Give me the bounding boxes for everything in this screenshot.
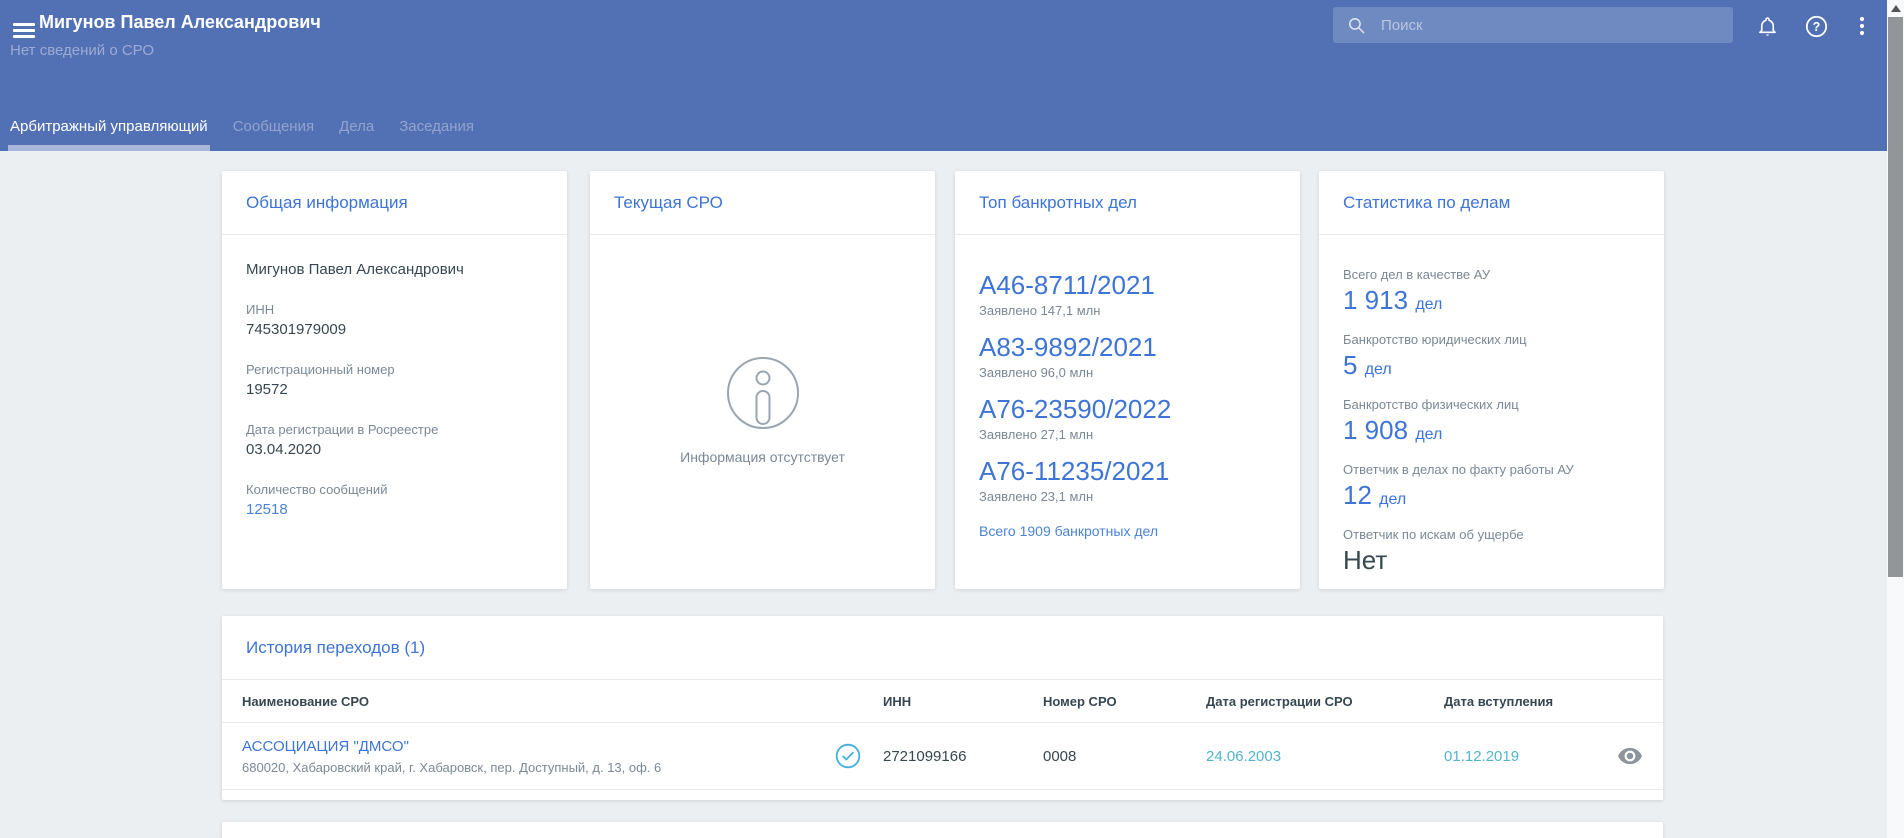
column-inn: ИНН [883,693,912,709]
svg-text:?: ? [1812,20,1820,34]
stat-value: Нет [1343,545,1388,575]
next-card-partial [222,822,1663,838]
stat-item: Всего дел в качестве АУ 1 913 дел [1343,267,1640,320]
top-cases-card: Топ банкротных дел А46-8711/2021 Заявлен… [955,171,1300,589]
tab-messages[interactable]: Сообщения [232,118,315,135]
general-info-title: Общая информация [222,171,567,235]
help-button[interactable]: ? [1798,8,1834,44]
main-content: Общая информация Мигунов Павел Александр… [0,151,1904,838]
case-claimed-amount: Заявлено 147,1 млн [979,303,1101,318]
all-cases-link[interactable]: Всего 1909 банкротных дел [979,523,1158,539]
stat-item: Ответчик по искам об ущербе Нет [1343,527,1640,575]
stat-label: Ответчик в делах по факту работы АУ [1343,462,1574,477]
reg-number-value: 19572 [246,381,288,398]
notifications-button[interactable] [1749,8,1785,44]
case-number-link[interactable]: А76-23590/2022 [979,394,1172,424]
row-join-date: 01.12.2019 [1444,747,1520,765]
case-number-link[interactable]: А46-8711/2021 [979,270,1155,300]
transition-history-title: История переходов (1) [222,616,1663,680]
case-item: А76-11235/2021 Заявлено 23,1 млн [979,457,1276,505]
stat-label: Банкротство физических лиц [1343,397,1519,412]
case-claimed-amount: Заявлено 23,1 млн [979,489,1094,504]
transition-history-card: История переходов (1) Наименование СРО И… [222,616,1663,800]
history-table-header: Наименование СРО ИНН Номер СРО Дата реги… [222,680,1663,723]
search-icon [1348,17,1365,33]
case-item: А46-8711/2021 Заявлено 147,1 млн [979,271,1276,319]
sro-address: 680020, Хабаровский край, г. Хабаровск, … [242,759,662,775]
column-sro-name: Наименование СРО [242,693,369,709]
help-icon: ? [1805,15,1827,37]
stat-value: 5 [1343,350,1358,380]
view-details-button[interactable] [1614,746,1643,766]
case-claimed-amount: Заявлено 96,0 млн [979,365,1094,380]
stat-item: Банкротство юридических лиц 5 дел [1343,332,1640,385]
no-information-text: Информация отсутствует [680,449,845,465]
stat-unit: дел [1415,296,1443,313]
current-sro-title: Текущая СРО [590,171,935,235]
table-row: АССОЦИАЦИЯ "ДМСО" 680020, Хабаровский кр… [222,723,1663,790]
column-sro-reg-date: Дата регистрации СРО [1206,693,1353,709]
stat-item: Банкротство физических лиц 1 908 дел [1343,397,1640,450]
scrollbar-thumb[interactable] [1888,17,1903,577]
sro-name-link[interactable]: АССОЦИАЦИЯ "ДМСО" [242,737,409,755]
search-input[interactable] [1379,15,1703,35]
hamburger-menu-icon[interactable] [13,23,35,41]
stat-unit: дел [1415,426,1443,443]
page-subtitle: Нет сведений о СРО [10,42,155,59]
stat-label: Банкротство юридических лиц [1343,332,1527,347]
case-stats-card: Статистика по делам Всего дел в качестве… [1319,171,1664,589]
rosreestr-date-label: Дата регистрации в Росреестре [246,422,439,437]
tab-hearings[interactable]: Заседания [399,118,475,135]
case-stats-title: Статистика по делам [1319,171,1664,235]
page-title: Мигунов Павел Александрович [39,12,321,32]
inn-label: ИНН [246,302,275,317]
person-name: Мигунов Павел Александрович [246,261,464,278]
case-number-link[interactable]: А83-9892/2021 [979,332,1157,362]
case-claimed-amount: Заявлено 27,1 млн [979,427,1094,442]
current-sro-card: Текущая СРО Информация отсутствует [590,171,935,589]
vertical-scrollbar[interactable] [1887,0,1904,838]
case-item: А76-23590/2022 Заявлено 27,1 млн [979,395,1276,443]
bell-icon [1758,16,1776,36]
tab-bar: Арбитражный управляющий Сообщения Дела З… [10,118,474,135]
row-sro-reg-date: 24.06.2003 [1206,747,1282,765]
general-info-card: Общая информация Мигунов Павел Александр… [222,171,567,589]
row-sro-number: 0008 [1043,747,1077,765]
top-cases-title: Топ банкротных дел [955,171,1300,235]
scroll-up-arrow-icon[interactable] [1890,5,1901,12]
verified-check-icon [835,743,861,769]
messages-count-label: Количество сообщений [246,482,388,497]
messages-count-link[interactable]: 12518 [246,501,288,518]
stat-item: Ответчик в делах по факту работы АУ 12 д… [1343,462,1640,515]
info-icon [726,357,799,429]
stat-unit: дел [1364,361,1392,378]
active-tab-indicator [8,145,210,151]
tab-cases[interactable]: Дела [339,118,375,135]
stat-value: 1 908 [1343,415,1409,445]
app-header: Мигунов Павел Александрович Нет сведений… [0,0,1904,151]
stat-value: 1 913 [1343,285,1409,315]
column-sro-number: Номер СРО [1043,693,1117,709]
case-number-link[interactable]: А76-11235/2021 [979,456,1170,486]
row-inn: 2721099166 [883,747,967,765]
stat-label: Ответчик по искам об ущербе [1343,527,1524,542]
eye-icon [1618,747,1642,765]
stat-value: 12 [1343,480,1372,510]
kebab-menu-icon [1859,16,1865,36]
tab-arbitration-manager[interactable]: Арбитражный управляющий [10,118,208,135]
rosreestr-date-value: 03.04.2020 [246,441,322,458]
column-join-date: Дата вступления [1444,693,1554,709]
more-menu-button[interactable] [1844,8,1880,44]
inn-value: 745301979009 [246,321,347,338]
reg-number-label: Регистрационный номер [246,362,395,377]
stat-label: Всего дел в качестве АУ [1343,267,1491,282]
stat-unit: дел [1379,491,1407,508]
search-box[interactable] [1333,7,1733,43]
case-item: А83-9892/2021 Заявлено 96,0 млн [979,333,1276,381]
